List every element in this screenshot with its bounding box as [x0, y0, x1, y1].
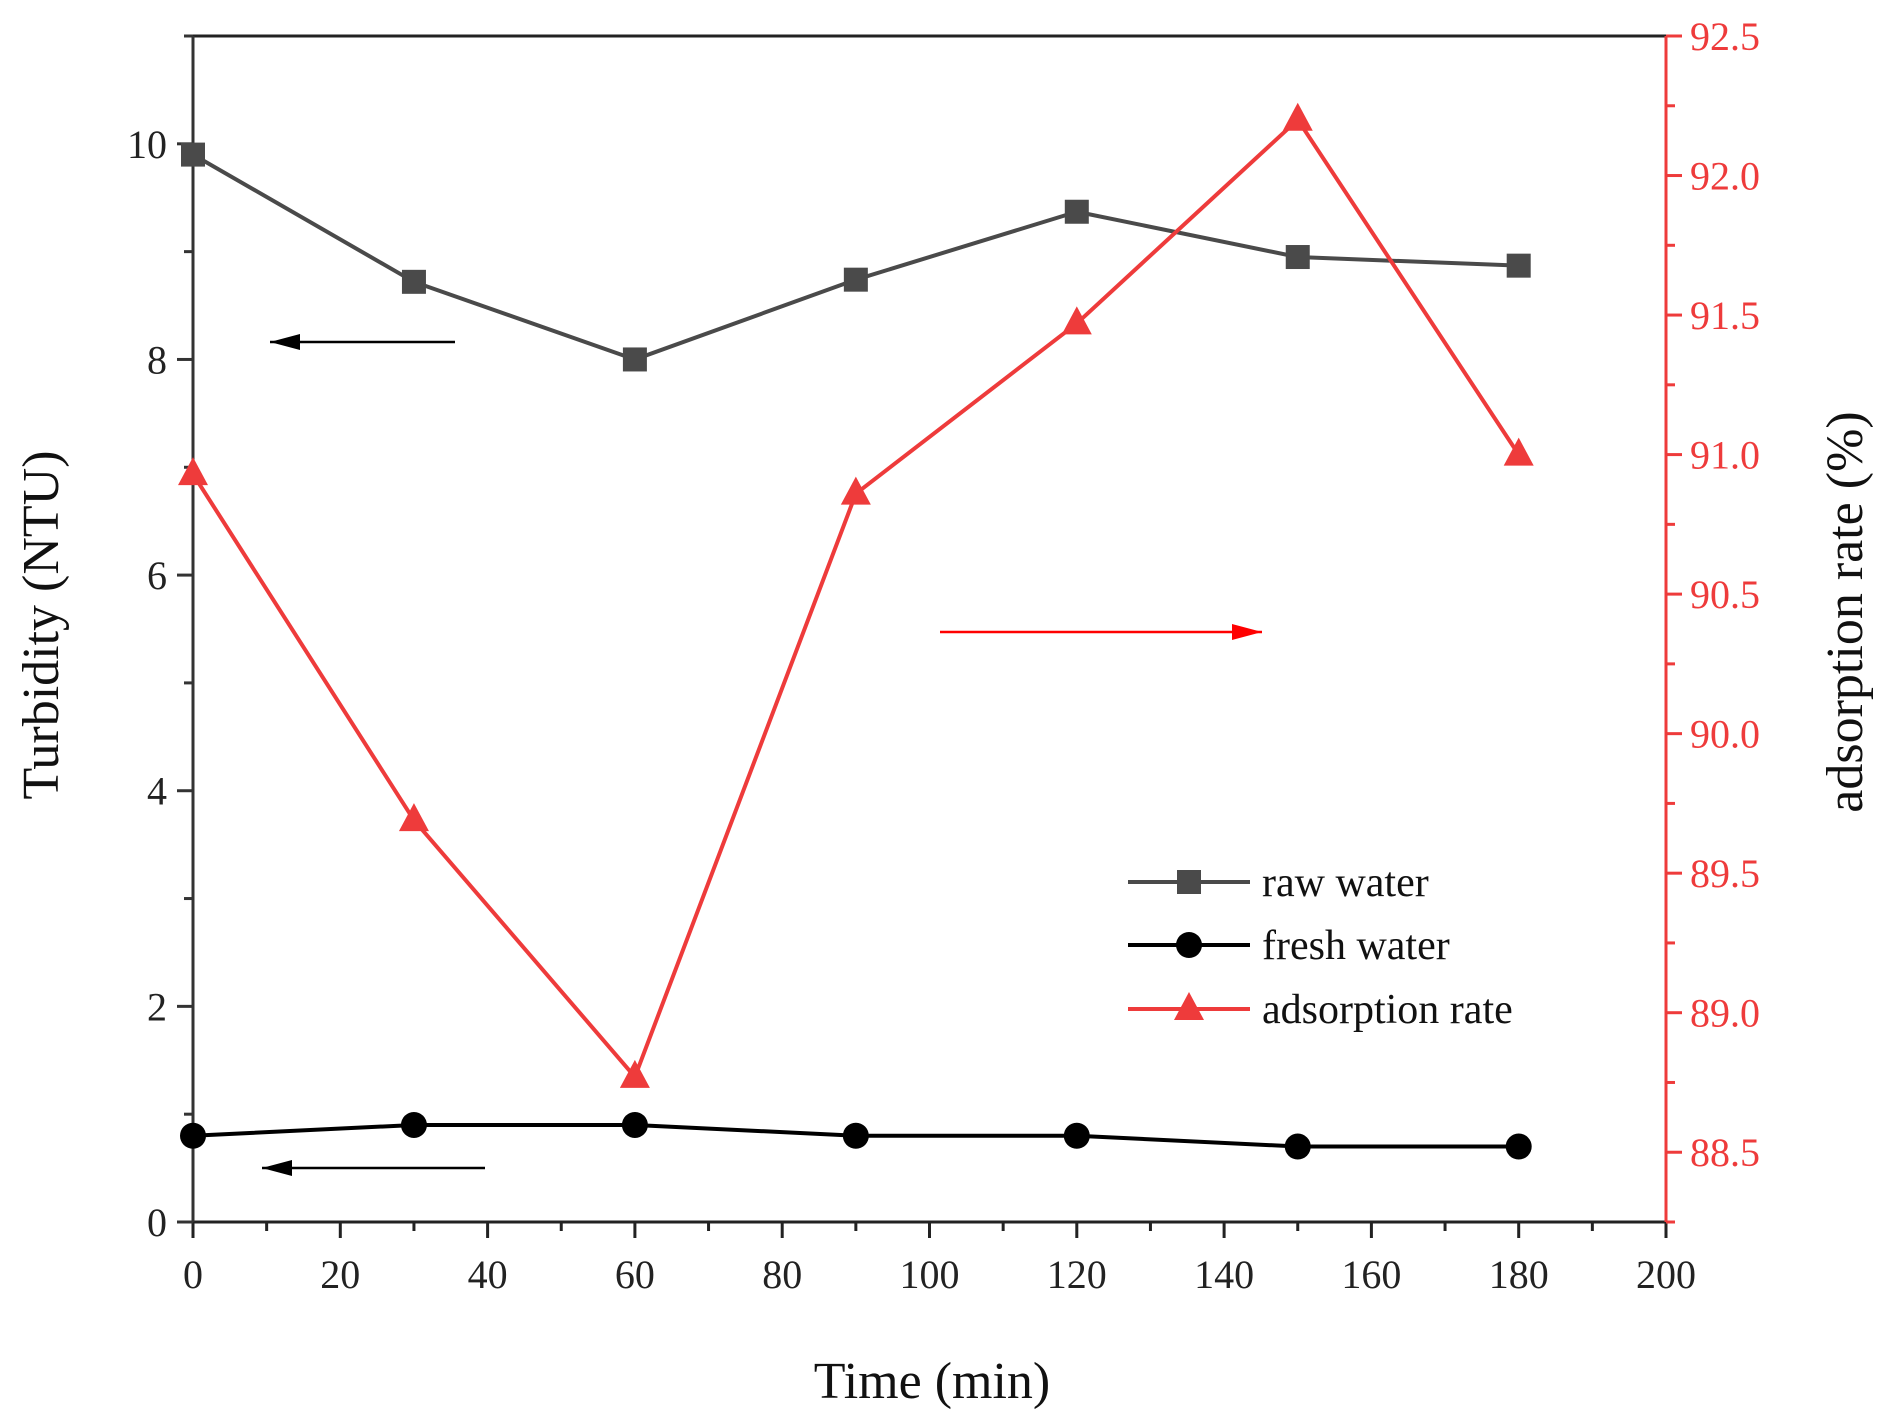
y-right-tick-label: 89.0 [1690, 991, 1760, 1036]
y-left-tick-label: 6 [147, 553, 167, 598]
raw-water-point [1064, 199, 1089, 224]
adsorption-rate-point [1061, 306, 1092, 335]
x-tick-label: 140 [1194, 1252, 1254, 1297]
y-right-tick-label: 92.0 [1690, 154, 1760, 199]
series-layer [178, 102, 1534, 1160]
y-right-tick-label: 88.5 [1690, 1130, 1760, 1175]
raw-water-point [401, 269, 426, 294]
fresh-water-point [1284, 1133, 1311, 1160]
y-left-tick-label: 10 [127, 122, 167, 167]
arrow-adsorption-right-head [1232, 624, 1262, 640]
fresh-water-point [1505, 1133, 1532, 1160]
x-tick-label: 100 [900, 1252, 960, 1297]
y-right-axis-title: adsorption rate (%) [1817, 411, 1874, 812]
x-tick-label: 20 [320, 1252, 360, 1297]
legend-fresh-water-label: fresh water [1262, 923, 1450, 969]
x-tick-label: 80 [762, 1252, 802, 1297]
fresh-water-point [400, 1111, 427, 1138]
y-right-tick-label: 89.5 [1690, 851, 1760, 896]
adsorption-rate-point [178, 457, 208, 486]
adsorption-rate-point [398, 803, 429, 832]
arrow-raw-water-left-head [270, 334, 300, 350]
x-tick-label: 0 [183, 1252, 203, 1297]
raw-water-point [1285, 245, 1310, 270]
x-tick-label: 40 [468, 1252, 508, 1297]
fresh-water-point [621, 1111, 648, 1138]
legend-adsorption-rate-marker [1174, 992, 1204, 1020]
y-right-tick-label: 91.5 [1690, 293, 1760, 338]
y-left-tick-label: 4 [147, 769, 167, 814]
tick-marks [177, 34, 1682, 1238]
y-left-tick-label: 8 [147, 337, 167, 382]
x-tick-label: 180 [1489, 1252, 1549, 1297]
x-axis-title: Time (min) [814, 1353, 1050, 1410]
legend-raw-water-label: raw water [1262, 860, 1429, 906]
y-left-tick-label: 0 [147, 1200, 167, 1245]
arrow-fresh-water-left-head [262, 1160, 292, 1176]
legend-fresh-water-marker [1176, 932, 1202, 958]
x-tick-label: 160 [1341, 1252, 1401, 1297]
adsorption-rate-point [1503, 437, 1534, 466]
x-tick-label: 200 [1636, 1252, 1696, 1297]
legend: raw water fresh water adsorption rate [1128, 860, 1513, 1033]
y-right-tick-label: 90.5 [1690, 572, 1760, 617]
legend-adsorption-rate-label: adsorption rate [1262, 987, 1513, 1033]
arrow-raw-water-left [270, 334, 455, 350]
raw-water-point [843, 267, 868, 292]
x-tick-label: 60 [615, 1252, 655, 1297]
y-right-tick-label: 91.0 [1690, 433, 1760, 478]
raw-water-point [1506, 253, 1531, 278]
raw-water-point [181, 142, 205, 167]
raw-water-line [192, 152, 1519, 362]
tick-labels: 0 20 40 60 80 100 120 140 160 180 200 0 2 4 6 8 10 88.5 89… [127, 14, 1760, 1297]
raw-water-point [622, 347, 647, 372]
adsorption-rate-point [619, 1059, 650, 1088]
y-right-tick-label: 90.0 [1690, 712, 1760, 757]
axes-frame [191, 34, 1668, 1224]
y-left-tick-label: 2 [147, 984, 167, 1029]
legend-raw-water-marker [1177, 870, 1201, 894]
y-left-axis-title: Turbidity (NTU) [13, 450, 70, 799]
x-tick-label: 120 [1047, 1252, 1107, 1297]
fresh-water-point [180, 1122, 206, 1149]
y-right-tick-label: 92.5 [1690, 14, 1760, 59]
adsorption-rate-point [840, 476, 871, 505]
arrow-fresh-water-left [262, 1160, 485, 1176]
arrow-adsorption-right [940, 624, 1262, 640]
fresh-water-point [1063, 1122, 1090, 1149]
fresh-water-point [842, 1122, 869, 1149]
direction-arrows [262, 334, 1262, 1176]
adsorption-rate-point [1282, 102, 1313, 131]
